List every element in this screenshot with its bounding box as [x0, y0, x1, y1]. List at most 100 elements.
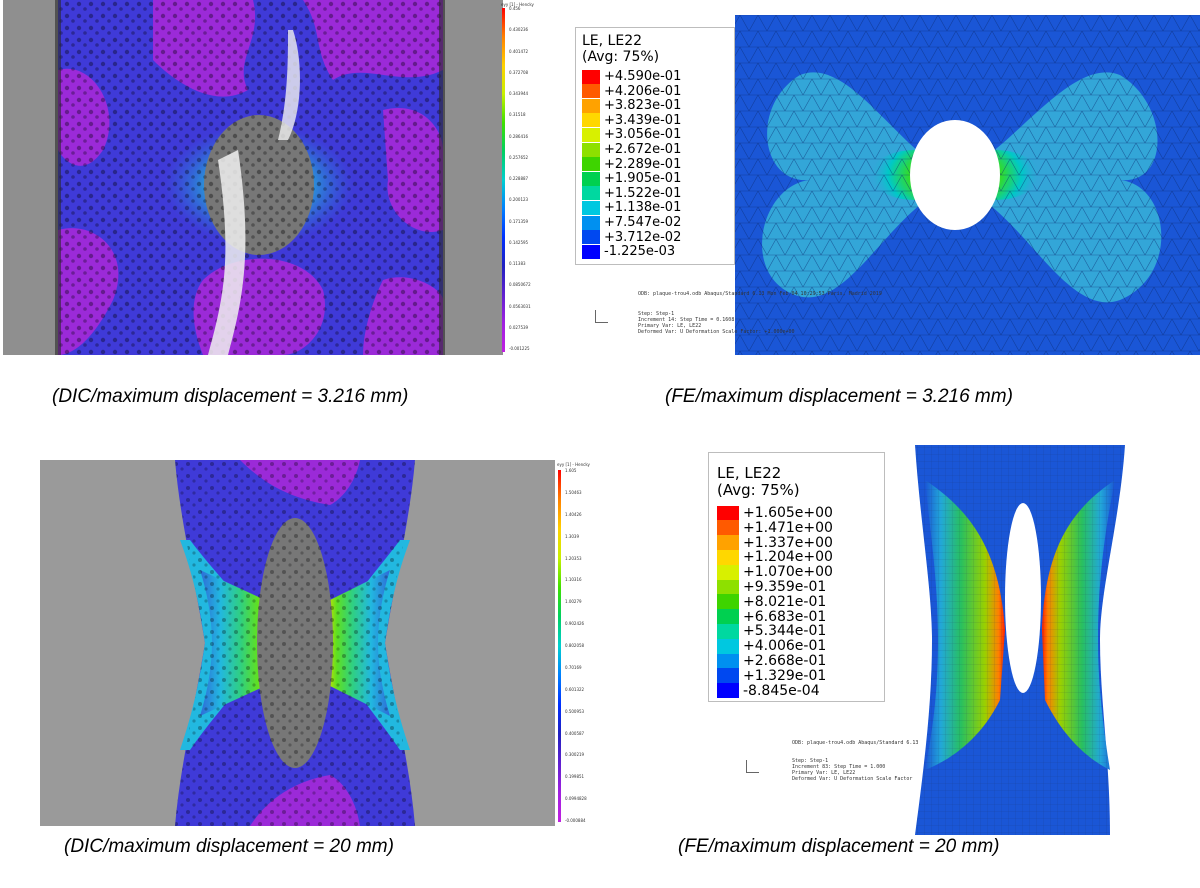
- fe-bottom-axis-triad: [746, 760, 759, 773]
- colorbar-tick-label: 0.802058: [565, 643, 585, 648]
- colorbar-tick-label: 1.20353: [565, 555, 582, 561]
- dic-bottom-colorbar: [558, 470, 561, 822]
- dic-bottom-strain-map: [40, 460, 555, 826]
- legend-row: +6.683e-01: [717, 609, 826, 625]
- legend-row: +1.070e+00: [717, 564, 833, 580]
- legend-row: +1.471e+00: [717, 520, 833, 536]
- legend-value: +3.712e-02: [604, 229, 682, 245]
- legend-row: +4.590e-01: [582, 69, 681, 84]
- legend-value: +2.672e-01: [604, 142, 682, 157]
- legend-swatch: [717, 668, 739, 684]
- legend-row: +2.672e-01: [582, 142, 681, 157]
- caption-fe-bottom: (FE/maximum displacement = 20 mm): [678, 836, 1000, 857]
- step-info-line: Deformed Var: U Deformation Scale Factor…: [638, 329, 795, 335]
- legend-swatch: [717, 609, 739, 625]
- colorbar-tick-label: 1.50463: [565, 489, 582, 495]
- fe-top-panel: LE, LE22 (Avg: 75%) +4.590e-01 +4.206e-01…: [560, 15, 1200, 355]
- legend-row: +4.006e-01: [717, 638, 826, 654]
- legend-value: +5.344e-01: [743, 623, 827, 640]
- legend-value: +6.683e-01: [743, 608, 827, 625]
- fe-bottom-legend-subtitle: (Avg: 75%): [717, 481, 800, 499]
- legend-swatch: [717, 505, 739, 521]
- colorbar-tick-label: 0.372708: [509, 69, 529, 75]
- step-info-line: Deformed Var: U Deformation Scale Factor: [792, 776, 913, 782]
- legend-swatch: [582, 200, 600, 215]
- step-info-line: Step: Step-1: [638, 311, 675, 317]
- colorbar-tick-label: 0.0563031: [509, 303, 531, 309]
- legend-swatch: [717, 549, 739, 565]
- legend-swatch: [582, 84, 600, 99]
- legend-value: -1.225e-03: [604, 244, 676, 260]
- step-info-line: Increment 83: Step Time = 1.000: [792, 764, 886, 770]
- legend-swatch: [717, 594, 739, 610]
- legend-value: +1.605e+00: [743, 505, 833, 521]
- fe-top-legend-title: LE, LE22: [582, 33, 643, 49]
- dic-bottom-panel: eyy [1] - Hencky 1.605 1.50463 1.40426 1.30…: [40, 460, 600, 826]
- fe-top-axis-triad: [595, 310, 608, 323]
- legend-swatch: [582, 113, 600, 128]
- legend-swatch: [582, 186, 600, 201]
- legend-swatch: [717, 653, 739, 669]
- fe-top-odb-line: ODB: plaque-trou4.odb Abaqus/Standard 6.…: [638, 291, 882, 297]
- colorbar-tick-label: 0.286416: [509, 133, 529, 139]
- legend-row: +1.905e-01: [582, 171, 681, 186]
- fe-bottom-legend: LE, LE22 (Avg: 75%) +1.605e+00 +1.471e+00…: [708, 452, 885, 702]
- legend-value: +1.070e+00: [743, 564, 833, 581]
- legend-row: +2.668e-01: [717, 653, 826, 669]
- dic-top-colorbar: [502, 8, 505, 352]
- colorbar-tick-label: 0.400587: [565, 730, 585, 736]
- legend-row: +1.204e+00: [717, 549, 833, 565]
- legend-swatch: [717, 638, 739, 654]
- legend-row: +9.359e-01: [717, 579, 826, 595]
- colorbar-tick-label: 0.027539: [509, 324, 529, 330]
- colorbar-tick-label: -0.000884: [565, 818, 586, 823]
- step-info-line: Primary Var: LE, LE22: [792, 770, 856, 776]
- legend-value: +1.522e-01: [604, 185, 682, 201]
- legend-value: -8.845e-04: [743, 682, 820, 699]
- legend-row: +1.138e-01: [582, 200, 681, 215]
- legend-swatch: [582, 127, 600, 142]
- legend-value: +1.329e-01: [743, 667, 827, 684]
- legend-row: +1.329e-01: [717, 668, 826, 684]
- dic-top-panel: eyy [1] - Hencky 0.456 0.430236 0.401472 0.…: [3, 0, 549, 355]
- step-info-line: Step: Step-1: [792, 758, 829, 764]
- colorbar-tick-label: 0.70169: [565, 664, 582, 670]
- legend-row: +2.289e-01: [582, 157, 681, 172]
- legend-swatch: [717, 623, 739, 639]
- step-info-line: Increment 14: Step Time = 0.1608: [638, 317, 735, 323]
- fe-top-legend: LE, LE22 (Avg: 75%) +4.590e-01 +4.206e-01…: [575, 27, 735, 265]
- colorbar-tick-label: 1.40426: [565, 511, 582, 517]
- fe-top-legend-subtitle: (Avg: 75%): [582, 49, 660, 65]
- legend-swatch: [717, 520, 739, 536]
- legend-row: +3.439e-01: [582, 113, 681, 128]
- colorbar-tick-label: 0.199851: [565, 774, 585, 780]
- fe-bottom-odb-line: ODB: plaque-trou4.odb Abaqus/Standard 6.…: [792, 740, 919, 746]
- legend-value: +1.204e+00: [743, 549, 833, 566]
- step-info-line: Primary Var: LE, LE22: [638, 323, 702, 329]
- legend-row: +7.547e-02: [582, 215, 681, 230]
- legend-swatch: [582, 171, 600, 186]
- colorbar-tick-label: 0.902426: [565, 621, 585, 627]
- legend-swatch: [582, 215, 600, 230]
- legend-row: +3.712e-02: [582, 230, 681, 245]
- legend-value: +3.439e-01: [604, 112, 682, 128]
- legend-swatch: [582, 98, 600, 113]
- dic-top-bar-title: eyy [1] - Hencky: [501, 2, 534, 7]
- legend-swatch: [582, 157, 600, 172]
- legend-value: +7.547e-02: [604, 215, 682, 230]
- colorbar-tick-label: 0.300219: [565, 752, 585, 758]
- legend-row: +3.056e-01: [582, 127, 681, 142]
- legend-value: +4.006e-01: [743, 638, 827, 655]
- caption-dic-top: (DIC/maximum displacement = 3.216 mm): [52, 386, 409, 407]
- colorbar-tick-label: 0.142595: [509, 239, 529, 245]
- legend-row: +4.206e-01: [582, 84, 681, 99]
- legend-row: -8.845e-04: [717, 683, 820, 699]
- legend-value: +3.056e-01: [604, 127, 682, 143]
- legend-swatch: [717, 579, 739, 595]
- colorbar-tick-label: 1.605: [565, 468, 577, 473]
- caption-dic-bottom: (DIC/maximum displacement = 20 mm): [64, 836, 394, 857]
- legend-swatch: [717, 683, 739, 699]
- colorbar-tick-label: 0.228887: [509, 176, 529, 181]
- legend-value: +2.289e-01: [604, 156, 682, 172]
- legend-row: +3.823e-01: [582, 98, 681, 113]
